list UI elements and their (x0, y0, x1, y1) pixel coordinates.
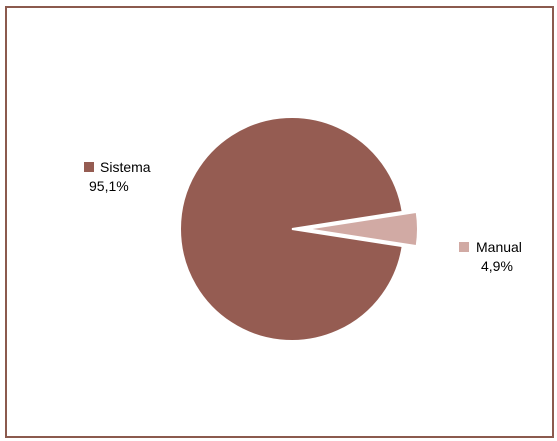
pie-chart: Sistema 95,1% Manual 4,9% (84, 116, 522, 342)
value-label-sistema: 95,1% (89, 178, 129, 194)
value-label-manual: 4,9% (481, 258, 513, 274)
slice-label-manual: Manual 4,9% (459, 239, 522, 274)
category-label-sistema: Sistema (100, 159, 151, 175)
chart-frame: Sistema 95,1% Manual 4,9% (5, 6, 554, 438)
pie-slices (179, 116, 419, 342)
legend-swatch-manual (459, 242, 469, 252)
legend-swatch-sistema (84, 162, 94, 172)
slice-manual (305, 210, 419, 248)
category-label-manual: Manual (476, 239, 522, 255)
slice-label-sistema: Sistema 95,1% (84, 159, 151, 194)
slice-sistema (179, 116, 404, 342)
